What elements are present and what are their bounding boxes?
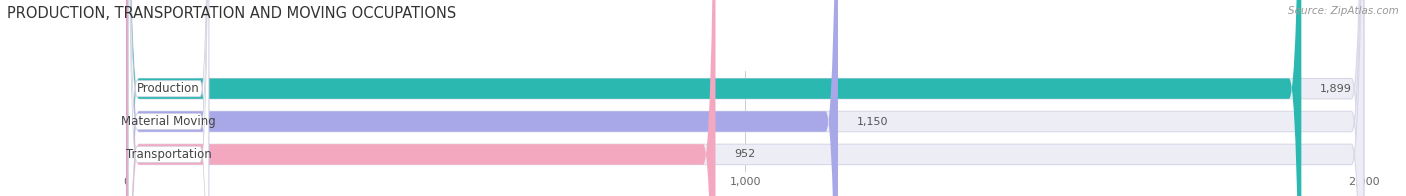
- Text: Production: Production: [138, 82, 200, 95]
- Text: 1,150: 1,150: [856, 116, 889, 127]
- FancyBboxPatch shape: [127, 0, 716, 196]
- Text: 1,899: 1,899: [1320, 84, 1351, 94]
- FancyBboxPatch shape: [127, 0, 1302, 196]
- Text: PRODUCTION, TRANSPORTATION AND MOVING OCCUPATIONS: PRODUCTION, TRANSPORTATION AND MOVING OC…: [7, 6, 457, 21]
- Text: 952: 952: [734, 149, 755, 159]
- Text: Transportation: Transportation: [125, 148, 211, 161]
- FancyBboxPatch shape: [128, 0, 209, 196]
- FancyBboxPatch shape: [127, 0, 838, 196]
- FancyBboxPatch shape: [127, 0, 1364, 196]
- FancyBboxPatch shape: [127, 0, 1364, 196]
- FancyBboxPatch shape: [127, 0, 1364, 196]
- Text: Material Moving: Material Moving: [121, 115, 217, 128]
- Text: Source: ZipAtlas.com: Source: ZipAtlas.com: [1288, 6, 1399, 16]
- FancyBboxPatch shape: [128, 0, 209, 196]
- FancyBboxPatch shape: [128, 0, 209, 196]
